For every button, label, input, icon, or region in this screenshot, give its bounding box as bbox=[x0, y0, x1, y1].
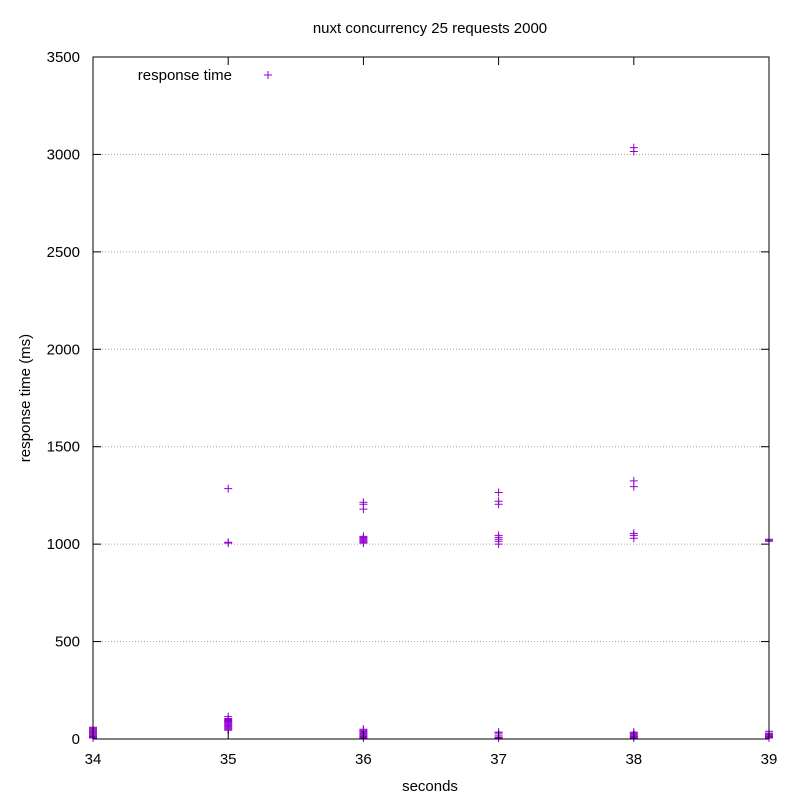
legend: response time bbox=[138, 67, 272, 84]
data-point bbox=[224, 712, 233, 721]
x-axis-title: seconds bbox=[402, 778, 458, 795]
y-tick-label: 1000 bbox=[47, 536, 80, 553]
x-tick-label: 34 bbox=[85, 751, 102, 768]
y-tick-label: 3500 bbox=[47, 49, 80, 66]
grid-lines bbox=[93, 153, 769, 643]
data-point bbox=[494, 488, 503, 497]
chart-title: nuxt concurrency 25 requests 2000 bbox=[313, 20, 547, 37]
legend-marker bbox=[264, 71, 272, 79]
data-point bbox=[224, 538, 233, 547]
data-points bbox=[89, 143, 773, 743]
axis-ticks bbox=[92, 56, 770, 740]
x-tick-label: 38 bbox=[625, 751, 642, 768]
data-point bbox=[629, 143, 638, 152]
y-tick-label: 0 bbox=[72, 731, 80, 748]
y-tick-label: 500 bbox=[55, 634, 80, 651]
y-tick-label: 2000 bbox=[47, 341, 80, 358]
plot-frame bbox=[92, 56, 770, 740]
x-tick-label: 36 bbox=[355, 751, 372, 768]
data-point bbox=[494, 531, 503, 540]
data-point bbox=[494, 497, 503, 506]
legend-label: response time bbox=[138, 67, 232, 84]
data-point bbox=[224, 484, 233, 493]
x-tick-label: 39 bbox=[761, 751, 778, 768]
y-axis-title: response time (ms) bbox=[17, 334, 34, 462]
tick-labels: 0 500 1000 1500 2000 2500 3000 3500 34 35 36 37 38 39 bbox=[47, 49, 778, 768]
data-point bbox=[359, 498, 368, 507]
y-tick-label: 3000 bbox=[47, 146, 80, 163]
data-point bbox=[629, 529, 638, 538]
x-tick-label: 35 bbox=[220, 751, 237, 768]
y-tick-label: 1500 bbox=[47, 439, 80, 456]
x-tick-label: 37 bbox=[490, 751, 507, 768]
data-point bbox=[359, 532, 368, 541]
data-point bbox=[629, 476, 638, 485]
y-tick-label: 2500 bbox=[47, 244, 80, 261]
